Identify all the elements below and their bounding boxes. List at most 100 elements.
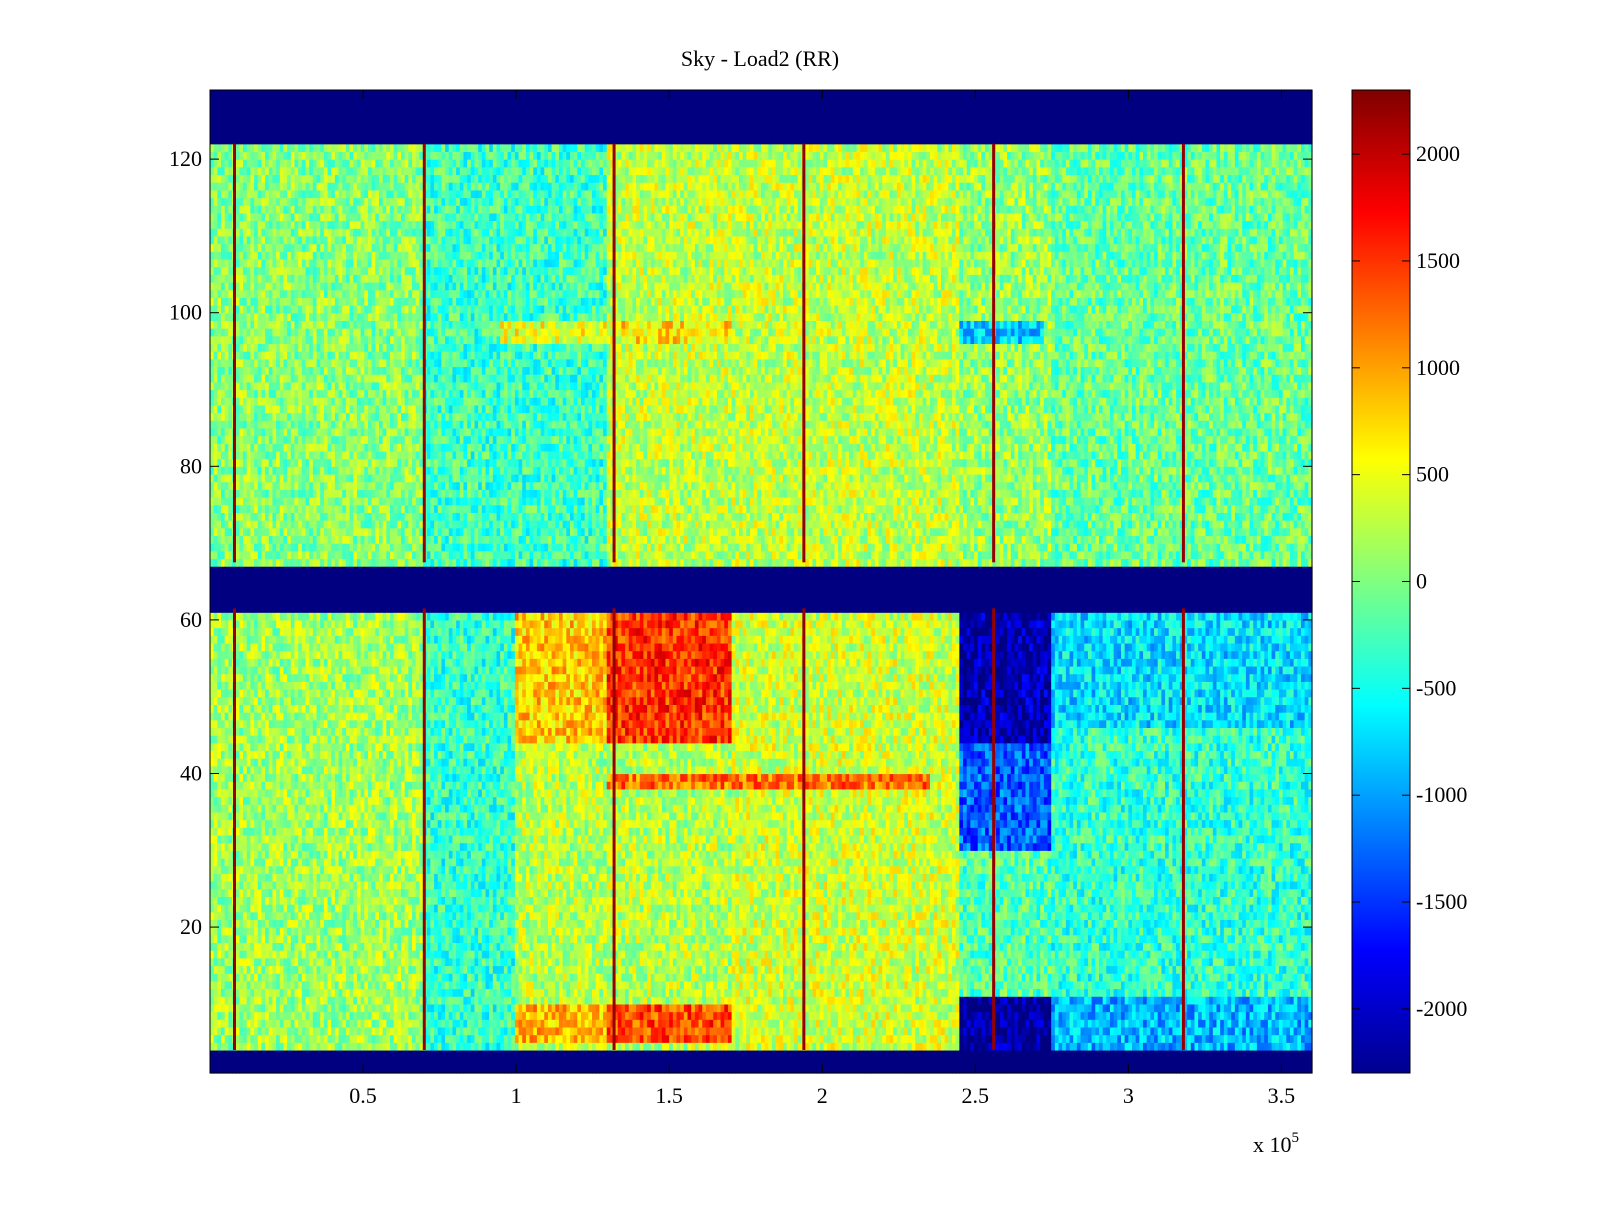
heatmap-cell-1-76 [214,482,218,490]
heatmap-cell-7-73 [236,505,240,513]
heatmap-cell-7-112 [236,205,240,213]
heatmap-cell-5-112 [228,205,232,213]
heatmap-cell-0-4 [210,1035,214,1043]
heatmap-cell-2-117 [217,167,221,175]
heatmap-cell-0-103 [210,274,214,282]
heatmap-cell-5-93 [228,351,232,359]
heatmap-cell-2-40 [217,758,221,766]
heatmap-cell-8-126 [239,98,243,106]
heatmap-cell-1-121 [214,136,218,144]
heatmap-cell-4-90 [225,374,229,382]
heatmap-cell-9-59 [243,612,247,620]
heatmap-cell-0-52 [210,666,214,674]
heatmap-cell-1-90 [214,374,218,382]
heatmap-cell-1-21 [214,904,218,912]
heatmap-cell-3-54 [221,651,225,659]
heatmap-cell-1-23 [214,889,218,897]
heatmap-cell-0-42 [210,743,214,751]
heatmap-cell-3-2 [221,1050,225,1058]
heatmap-cell-7-47 [236,704,240,712]
heatmap-cell-5-52 [228,666,232,674]
heatmap-cell-4-24 [225,881,229,889]
heatmap-cell-9-18 [243,927,247,935]
heatmap-cell-8-115 [239,182,243,190]
heatmap-cell-4-10 [225,989,229,997]
heatmap-cell-3-62 [221,589,225,597]
heatmap-cell-5-9 [228,996,232,1004]
heatmap-cell-5-92 [228,359,232,367]
heatmap-cell-4-50 [225,681,229,689]
heatmap-cell-5-122 [228,128,232,136]
heatmap-cell-9-35 [243,797,247,805]
heatmap-cell-7-27 [236,858,240,866]
heatmap-cell-5-26 [228,866,232,874]
heatmap-cell-2-59 [217,612,221,620]
heatmap-cell-0-48 [210,697,214,705]
heatmap-cell-8-92 [239,359,243,367]
heatmap-cell-5-101 [228,290,232,298]
heatmap-cell-1-15 [214,950,218,958]
heatmap-cell-1-44 [214,727,218,735]
heatmap-cell-5-115 [228,182,232,190]
heatmap-cell-4-71 [225,520,229,528]
heatmap-cell-8-109 [239,228,243,236]
heatmap-cell-7-44 [236,727,240,735]
heatmap-cell-4-3 [225,1042,229,1050]
heatmap-cell-1-100 [214,297,218,305]
heatmap-cell-4-124 [225,113,229,121]
heatmap-cell-5-121 [228,136,232,144]
heatmap-cell-4-21 [225,904,229,912]
heatmap-cell-3-25 [221,873,225,881]
heatmap-cell-0-101 [210,290,214,298]
heatmap-cell-8-73 [239,505,243,513]
heatmap-cell-5-125 [228,105,232,113]
heatmap-cell-1-59 [214,612,218,620]
heatmap-cell-3-68 [221,543,225,551]
heatmap-cell-4-2 [225,1050,229,1058]
heatmap-cell-9-77 [243,474,247,482]
heatmap-cell-9-70 [243,528,247,536]
heatmap-cell-0-115 [210,182,214,190]
heatmap-cell-3-36 [221,789,225,797]
heatmap-cell-3-59 [221,612,225,620]
heatmap-cell-0-18 [210,927,214,935]
heatmap-cell-6-124 [232,113,236,121]
heatmap-cell-4-57 [225,628,229,636]
heatmap-cell-0-108 [210,236,214,244]
heatmap-cell-7-91 [236,366,240,374]
heatmap-cell-6-127 [232,90,236,98]
heatmap-cell-5-104 [228,267,232,275]
heatmap-cell-2-93 [217,351,221,359]
heatmap-cell-3-101 [221,290,225,298]
heatmap-cell-9-85 [243,413,247,421]
heatmap-cell-0-0 [210,1065,214,1073]
heatmap-cell-5-56 [228,635,232,643]
heatmap-cell-7-43 [236,735,240,743]
heatmap-cell-5-28 [228,850,232,858]
heatmap-cell-5-41 [228,750,232,758]
heatmap-cell-7-28 [236,850,240,858]
heatmap-cell-0-9 [210,996,214,1004]
heatmap-cell-4-63 [225,582,229,590]
heatmap-cell-1-29 [214,843,218,851]
heatmap-cell-5-90 [228,374,232,382]
heatmap-cell-8-44 [239,727,243,735]
heatmap-cell-2-79 [217,459,221,467]
heatmap-cell-1-73 [214,505,218,513]
heatmap-cell-4-94 [225,343,229,351]
heatmap-cell-9-69 [243,535,247,543]
heatmap-cell-2-25 [217,873,221,881]
heatmap-cell-8-110 [239,221,243,229]
heatmap-cell-2-3 [217,1042,221,1050]
heatmap-cell-5-107 [228,244,232,252]
heatmap-cell-9-4 [243,1035,247,1043]
heatmap-cell-7-37 [236,781,240,789]
heatmap-cell-8-9 [239,996,243,1004]
heatmap-cell-8-16 [239,942,243,950]
heatmap-cell-3-78 [221,466,225,474]
heatmap-cell-3-67 [221,551,225,559]
heatmap-cell-7-95 [236,336,240,344]
heatmap-cell-1-20 [214,912,218,920]
heatmap-cell-1-71 [214,520,218,528]
heatmap-cell-8-5 [239,1027,243,1035]
